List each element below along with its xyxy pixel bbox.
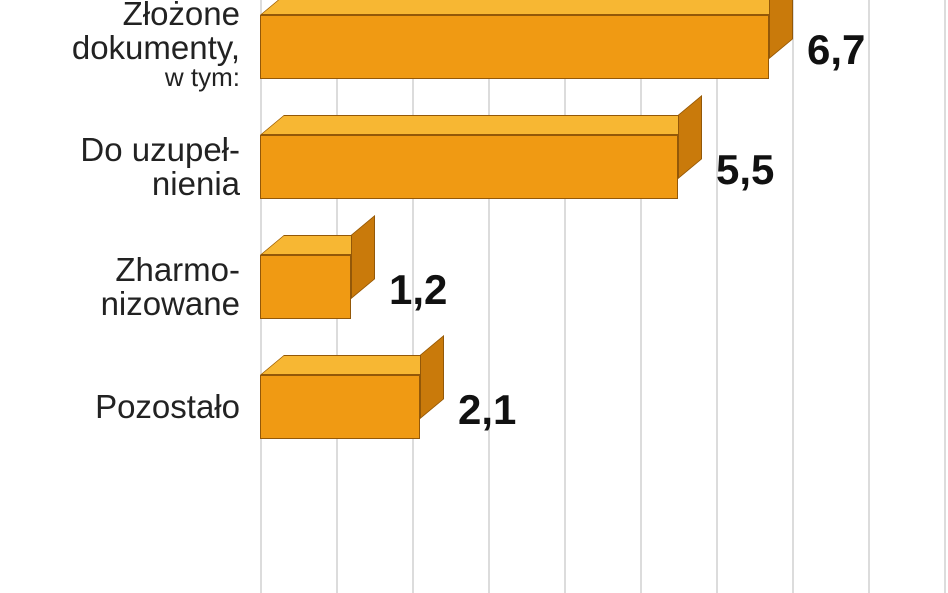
value-label: 6,7 <box>807 26 865 74</box>
value-label: 5,5 <box>716 146 774 194</box>
category-label: Złożone dokumenty, w tym: <box>0 0 240 91</box>
bar-face-front <box>260 135 678 199</box>
category-label-line: nizowane <box>0 287 240 321</box>
bar-face-front <box>260 255 351 319</box>
category-label: Zharmo- nizowane <box>0 253 240 320</box>
category-label-line: Złożone <box>0 0 240 31</box>
value-label: 1,2 <box>389 266 447 314</box>
category-label-line: dokumenty, <box>0 31 240 65</box>
bar-face-top <box>260 355 444 375</box>
bar-face-front <box>260 15 769 79</box>
bar-row: Zharmo- nizowane 1,2 <box>0 235 948 319</box>
category-label: Pozostało <box>0 390 240 424</box>
category-label-line: Zharmo- <box>0 253 240 287</box>
bar-face-top <box>260 115 702 135</box>
bar-face-right <box>769 0 793 59</box>
value-label: 2,1 <box>458 386 516 434</box>
bar-face-front <box>260 375 420 439</box>
category-label-line: w tym: <box>0 64 240 91</box>
bar-chart-3d: Złożone dokumenty, w tym: 6,7 Do uzupeł-… <box>0 0 948 593</box>
bar-face-top <box>260 0 793 15</box>
bar-row: Do uzupeł- nienia 5,5 <box>0 115 948 199</box>
category-label: Do uzupeł- nienia <box>0 133 240 200</box>
category-label-line: nienia <box>0 167 240 201</box>
category-label-line: Do uzupeł- <box>0 133 240 167</box>
bar-row: Pozostało 2,1 <box>0 355 948 439</box>
bar-row: Złożone dokumenty, w tym: 6,7 <box>0 0 948 79</box>
category-label-line: Pozostało <box>0 390 240 424</box>
